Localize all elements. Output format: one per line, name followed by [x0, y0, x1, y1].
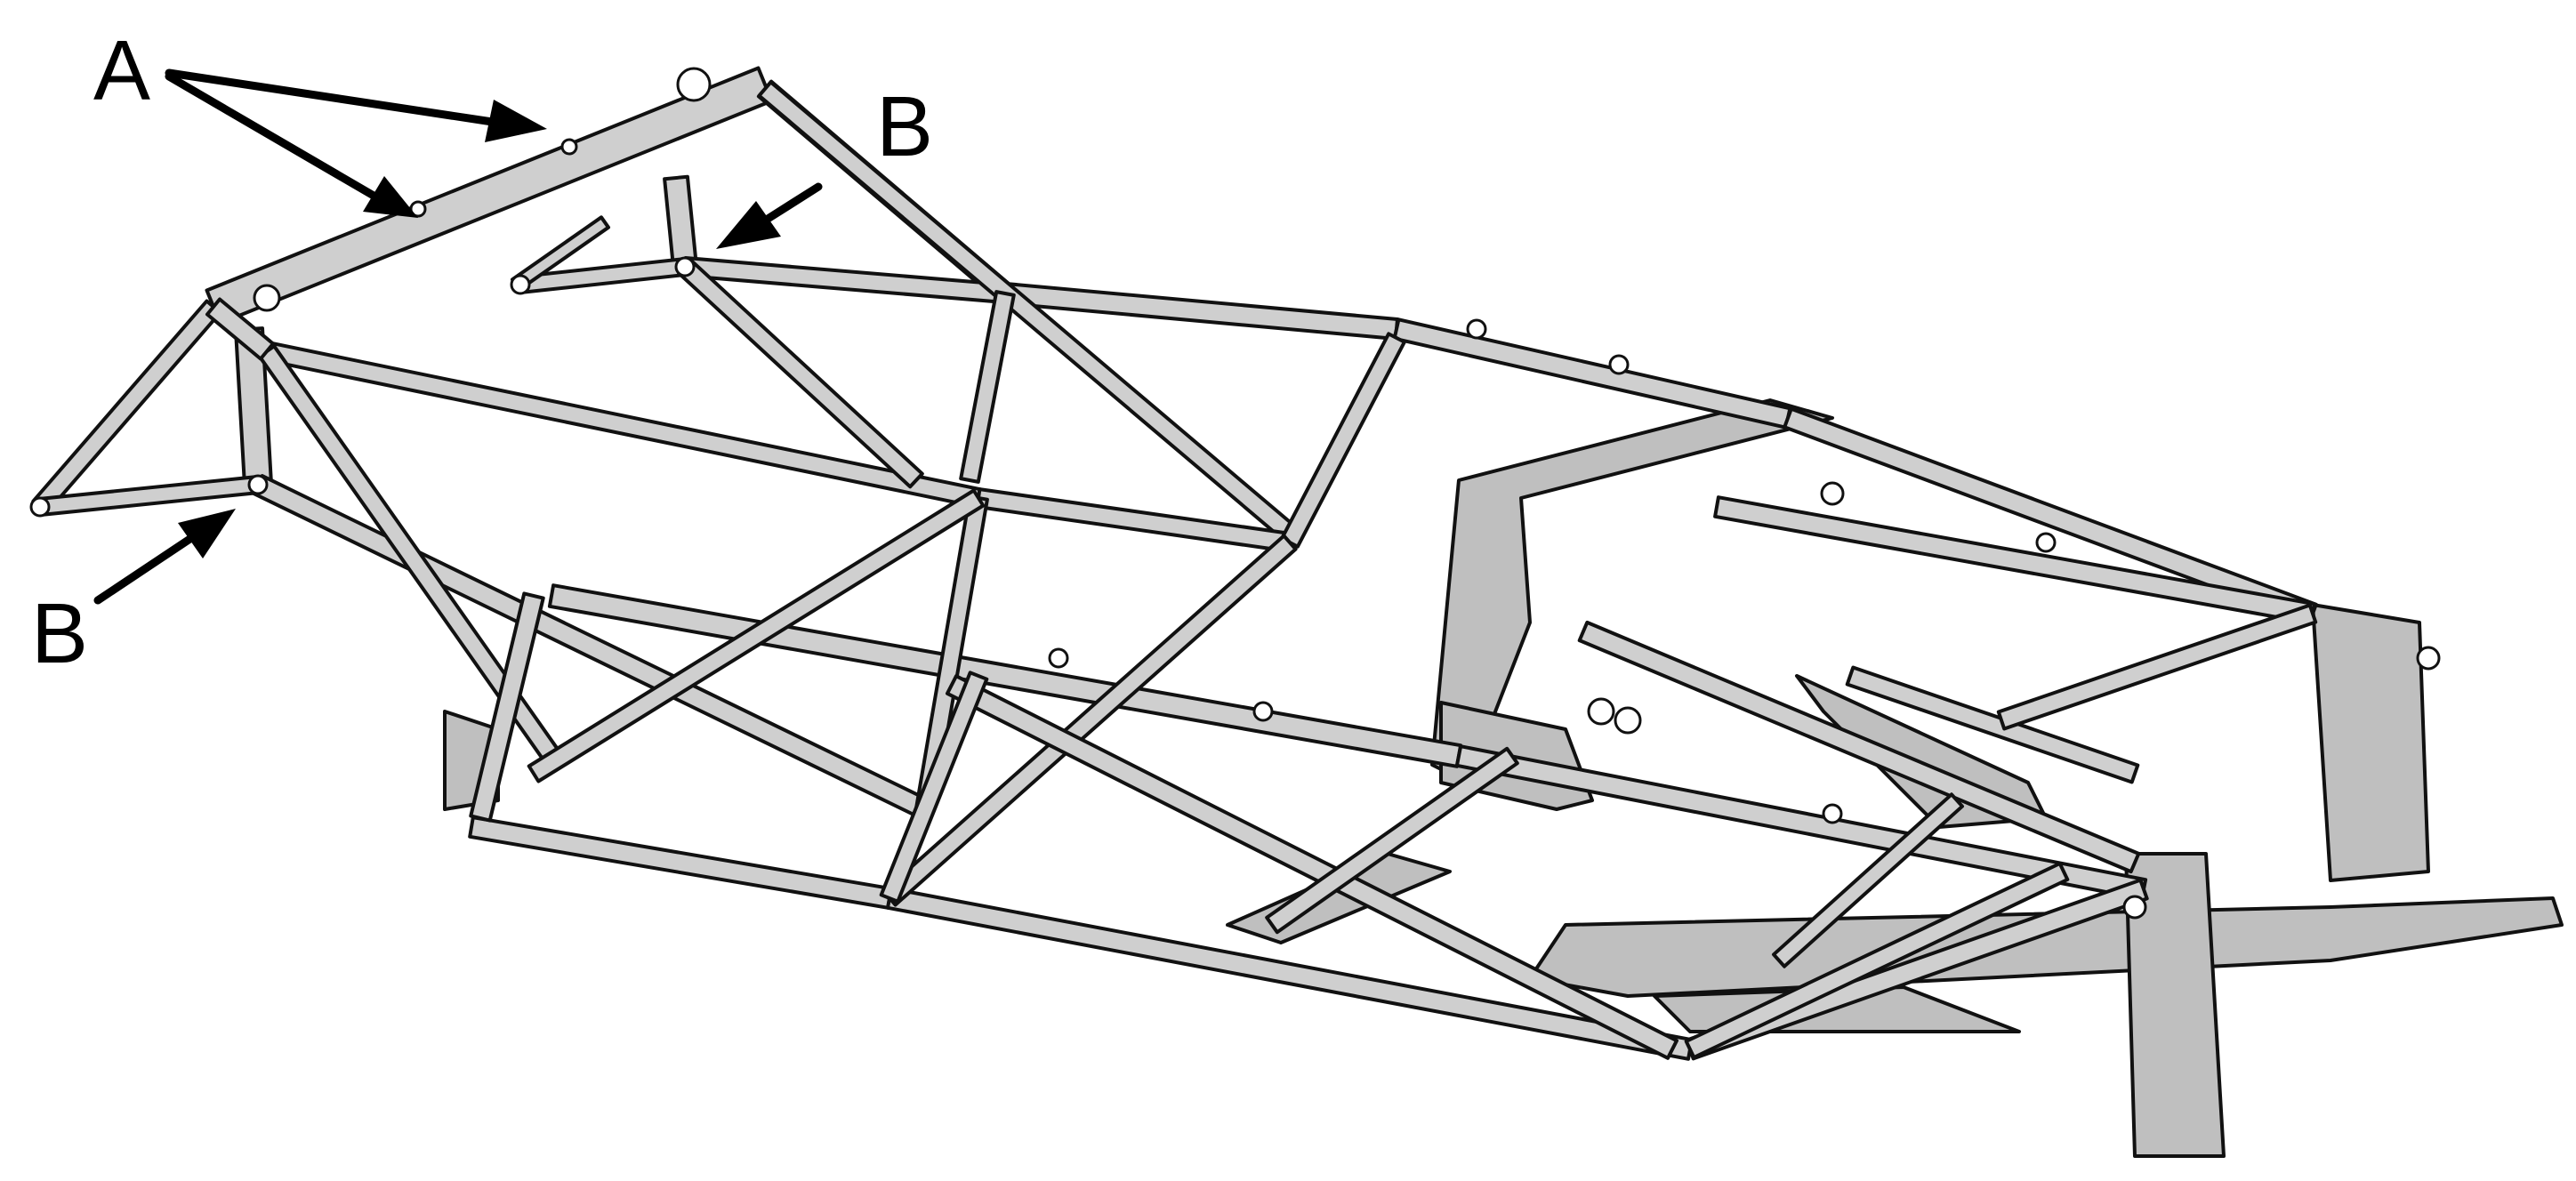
callout-a-label: A — [93, 23, 150, 118]
mounting-tab-2 — [1608, 354, 1630, 375]
rear-crossmember-hole-3 — [1820, 481, 1845, 506]
mounting-tab-5 — [1252, 701, 1274, 722]
rear-crossmember-hole-2 — [1614, 706, 1642, 735]
mid-vertical-1 — [879, 671, 989, 904]
mounting-tab-3 — [2035, 532, 2057, 553]
front-beam-hole-2 — [676, 67, 712, 102]
rear-upright-plate-left — [2124, 852, 2226, 1158]
upper-rail-left-3 — [1392, 317, 1792, 430]
rear-upper-rail-right — [1713, 495, 2316, 625]
front-hoop-joint-left — [247, 474, 269, 495]
callout-b-top-arrow — [716, 182, 823, 249]
callout-a-arrow-lower — [165, 72, 418, 218]
front-hoop-right-leg — [663, 174, 698, 270]
space-frame-chassis — [29, 66, 2564, 1158]
mid-lower-rail-2 — [1454, 744, 2148, 901]
rear-diag-1 — [1577, 620, 2141, 874]
front-left-strut-down — [31, 299, 222, 515]
mid-diag-up — [1280, 332, 1406, 549]
mid-floor-cross — [1265, 746, 1519, 935]
rear-diag-3 — [1996, 603, 2318, 731]
front-beam-hole-1 — [253, 284, 281, 312]
rear-diag-2 — [1845, 665, 2140, 784]
rear-diag-4 — [1684, 862, 2070, 1059]
rear-upright-hole — [2122, 895, 2147, 920]
rear-upright-plate-right — [2311, 603, 2430, 882]
callout-a-arrow-upper — [165, 68, 547, 142]
callouts: A B B — [31, 23, 933, 681]
front-diag-1 — [263, 341, 982, 509]
front-beam-hole-4 — [409, 200, 427, 218]
callout-b-top-label: B — [876, 79, 933, 174]
front-beam-hole-3 — [560, 138, 578, 156]
front-strut-end-right — [510, 274, 531, 295]
rear-vertical-cross — [1772, 792, 1964, 968]
mid-post-1 — [959, 290, 1016, 484]
callout-b-left-label: B — [31, 586, 88, 681]
front-lower-left-leg — [469, 591, 545, 823]
front-top-beam — [205, 66, 774, 325]
front-hoop-left-rail — [205, 297, 275, 361]
rear-right-mount — [2416, 646, 2441, 671]
callout-b-left-arrow — [93, 509, 236, 605]
rear-crossmember-hole-1 — [1587, 697, 1615, 726]
lower-side-rail — [468, 815, 893, 910]
mounting-tab-1 — [1466, 318, 1487, 340]
front-strut-end-left — [29, 496, 51, 518]
mounting-tab-6 — [1822, 803, 1843, 824]
mounting-tab-4 — [1048, 647, 1069, 669]
mid-diag-low-1 — [527, 488, 986, 783]
front-hoop-joint-right — [674, 256, 696, 277]
mid-diag-low-3 — [946, 674, 1678, 1060]
